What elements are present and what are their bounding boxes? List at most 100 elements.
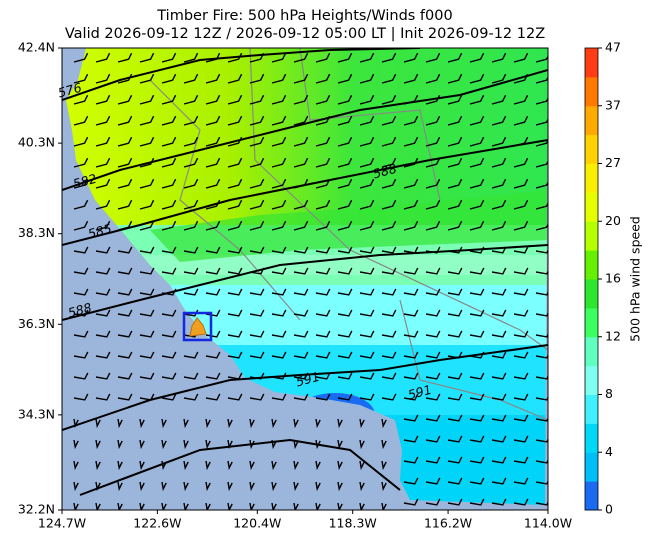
wind-barb [293,267,309,275]
wind-barb [381,115,397,126]
wind-barb [117,73,133,84]
wind-barb [447,414,463,422]
wind-barb [381,157,397,168]
wind-barb [205,136,221,147]
wind-barb [469,393,485,401]
y-tick-label: 32.2N [18,502,55,517]
wind-barb [95,220,111,231]
y-tick-label: 34.3N [18,406,55,421]
wind-barb [425,330,441,338]
wind-barb [469,498,485,506]
wind-barb [447,309,463,317]
wind-barb [205,52,221,63]
wind-barb [359,73,375,84]
wind-barb [117,136,133,147]
wind-barb [381,393,397,401]
wind-barb [293,393,309,401]
wind-barb [227,220,243,231]
wind-barb [161,309,177,317]
colorbar-segment [585,221,598,251]
wind-barb [227,418,233,429]
wind-barb [469,267,485,275]
wind-barb [73,94,89,105]
wind-barb [403,52,419,63]
wind-barb [95,330,111,338]
wind-barb [403,498,419,506]
wind-barb [139,220,155,231]
wind-barb [447,435,463,443]
wind-barb [513,157,529,168]
wind-barb [491,115,507,126]
wind-barb [403,393,419,401]
wind-barb [205,330,221,338]
wind-barb [513,246,529,254]
wind-barb [491,330,507,338]
wind-barb [293,178,309,189]
wind-barb [139,288,155,296]
wind-barb [139,136,155,147]
x-tick-label: 124.7W [38,516,86,531]
colorbar-segment [585,134,598,164]
wind-barb [161,330,177,338]
wind-barb [117,157,133,168]
wind-barb [381,351,397,359]
wind-barb [117,460,123,471]
colorbar-tick-label: 16 [605,271,621,286]
wind-barb [293,136,309,147]
wind-barb [249,73,265,84]
wind-barb [293,220,309,231]
wind-barb [227,157,243,168]
contour-label: 588 [66,300,93,321]
wind-barb [337,178,353,189]
wind-barb [315,73,331,84]
wind-barb [205,418,211,429]
wind-barb [227,52,243,63]
wind-barb [381,136,397,147]
wind-barb [293,351,309,359]
wind-barb [535,180,548,189]
wind-barb [117,52,133,63]
colorbar-segment [585,452,598,482]
wind-barb [205,157,221,168]
wind-barb [117,288,133,296]
wind-barb [293,372,309,380]
wind-barb [117,418,123,429]
wind-barb [315,351,331,359]
wind-barb [271,73,287,84]
wind-barb [249,178,265,189]
wind-barb [425,498,441,506]
wind-barb [535,75,548,84]
wind-barb [183,136,199,147]
wind-barb [447,157,463,168]
wind-barb [469,477,485,485]
wind-barb [73,136,89,147]
wind-barb [469,246,485,254]
wind-barb [315,481,321,492]
y-tick-label: 38.3N [18,225,55,240]
wind-barb [249,246,265,254]
wind-barb [161,136,177,147]
wind-barb [95,393,111,401]
wind-barb [205,393,221,401]
wind-barb [205,246,221,254]
wind-barb [315,136,331,147]
wind-barb [315,288,331,296]
wind-barb [293,288,309,296]
wind-barb [491,52,507,63]
wind-barb [73,439,79,450]
wind-barb [249,199,265,210]
wind-barb [337,136,353,147]
wind-barb [161,481,167,492]
wind-barb [447,372,463,380]
wind-barb [337,94,353,105]
wind-barb [469,435,485,443]
contour-label: 591 [406,382,433,403]
wind-barb [95,178,111,189]
wind-barb [337,372,353,380]
y-tick-label: 36.3N [18,316,55,331]
wind-barb [249,460,255,471]
wind-barb [293,199,309,210]
wind-barb [403,136,419,147]
wind-barb [315,393,331,401]
wind-barb [513,414,529,422]
